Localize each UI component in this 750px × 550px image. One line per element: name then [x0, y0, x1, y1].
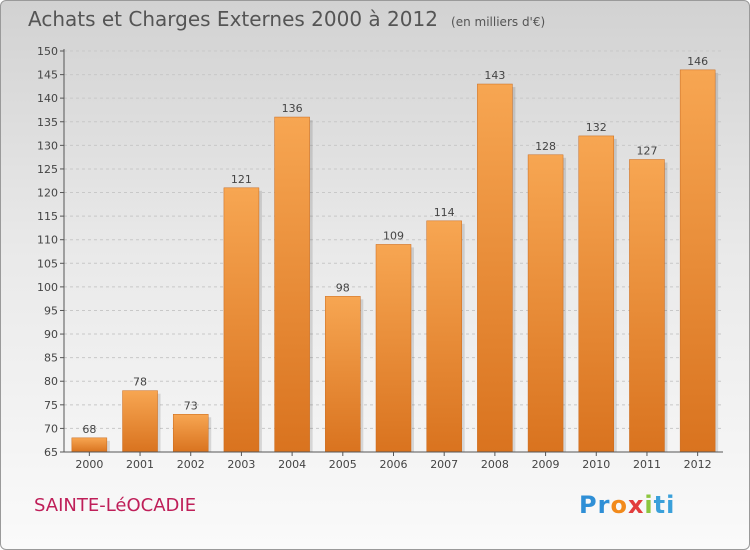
y-tick-label: 90	[44, 328, 58, 341]
data-label: 146	[687, 55, 708, 68]
data-label: 73	[184, 399, 198, 412]
logo-part: ti	[653, 491, 676, 519]
y-tick-label: 80	[44, 375, 58, 388]
data-label: 78	[133, 376, 147, 389]
y-tick-label: 115	[37, 210, 58, 223]
y-tick-label: 130	[37, 139, 58, 152]
y-tick-label: 120	[37, 187, 58, 200]
x-tick-label: 2005	[329, 458, 357, 471]
data-label: 114	[434, 206, 455, 219]
y-tick-label: 75	[44, 399, 58, 412]
y-tick-label: 105	[37, 257, 58, 270]
data-label: 136	[282, 102, 303, 115]
y-tick-label: 110	[37, 234, 58, 247]
y-tick-label: 145	[37, 69, 58, 82]
chart-title: Achats et Charges Externes 2000 à 2012 (…	[28, 7, 545, 31]
data-label: 109	[383, 229, 404, 242]
logo-part: o	[610, 491, 628, 519]
y-tick-label: 125	[37, 163, 58, 176]
y-tick-label: 85	[44, 352, 58, 365]
data-label: 127	[636, 145, 657, 158]
y-tick-label: 150	[37, 45, 58, 58]
data-label: 121	[231, 173, 252, 186]
bar	[325, 296, 361, 453]
bar	[578, 135, 615, 453]
y-tick-label: 65	[44, 446, 58, 459]
logo-part: i	[644, 491, 654, 519]
axes	[60, 49, 723, 456]
bar	[679, 69, 716, 453]
chart-title-text: Achats et Charges Externes 2000 à 2012	[28, 7, 438, 31]
bar	[172, 414, 209, 453]
commune-name: SAINTE-LéOCADIE	[34, 495, 197, 516]
x-tick-label: 2000	[75, 458, 103, 471]
logo-part: Pr	[579, 491, 611, 519]
bars	[71, 69, 719, 453]
data-label: 68	[82, 423, 96, 436]
chart-unit: (en milliers d'€)	[451, 15, 546, 29]
x-tick-label: 2008	[481, 458, 509, 471]
data-label: 143	[484, 69, 505, 82]
data-label: 128	[535, 140, 556, 153]
x-tick-label: 2001	[126, 458, 154, 471]
logo-part: x	[627, 491, 645, 519]
tick-labels: 65 70 75 80 85 90 95 100 105 110 115 120 125 130 135 14…	[37, 45, 712, 471]
y-tick-label: 95	[44, 304, 58, 317]
bar	[375, 244, 412, 453]
x-tick-label: 2012	[684, 458, 712, 471]
x-tick-label: 2007	[430, 458, 458, 471]
x-tick-label: 2006	[380, 458, 408, 471]
bar	[122, 390, 158, 453]
bar	[629, 159, 665, 453]
bar	[527, 154, 564, 453]
x-tick-label: 2003	[227, 458, 255, 471]
bar	[426, 220, 462, 453]
x-tick-label: 2004	[278, 458, 306, 471]
x-tick-label: 2011	[633, 458, 661, 471]
bar	[274, 116, 310, 453]
bar	[71, 437, 108, 453]
data-label: 132	[586, 121, 607, 134]
bar	[477, 83, 513, 453]
bar	[223, 187, 260, 453]
y-tick-label: 100	[37, 281, 58, 294]
y-tick-label: 70	[44, 422, 58, 435]
x-tick-label: 2009	[532, 458, 560, 471]
x-tick-label: 2002	[177, 458, 205, 471]
y-tick-label: 140	[37, 92, 58, 105]
y-tick-label: 135	[37, 116, 58, 129]
data-label: 98	[336, 281, 350, 294]
proxiti-logo: Proxiti	[579, 491, 675, 519]
x-tick-label: 2010	[582, 458, 610, 471]
